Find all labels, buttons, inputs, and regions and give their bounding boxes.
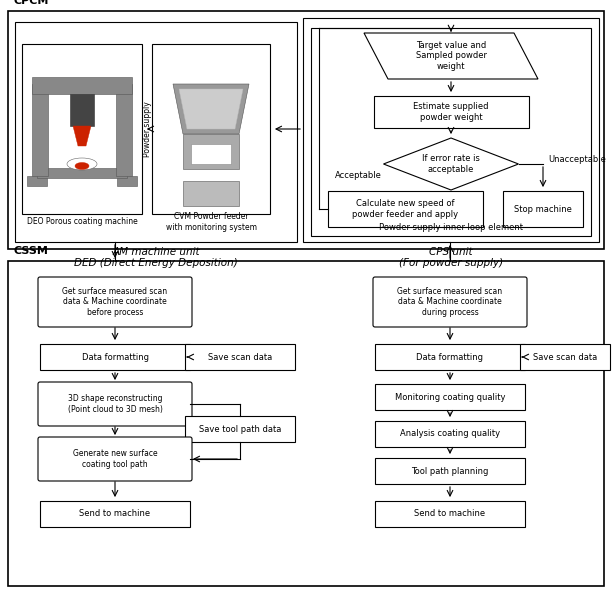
FancyBboxPatch shape	[22, 44, 142, 214]
Text: Calculate new speed of
powder feeder and apply: Calculate new speed of powder feeder and…	[352, 199, 458, 219]
Text: Save scan data: Save scan data	[533, 353, 597, 362]
Text: Generate new surface
coating tool path: Generate new surface coating tool path	[73, 449, 157, 469]
FancyBboxPatch shape	[15, 22, 297, 242]
Polygon shape	[32, 84, 48, 176]
Text: Get surface measured scan
data & Machine coordinate
before process: Get surface measured scan data & Machine…	[62, 287, 168, 317]
Text: 3D shape reconstructing
(Point cloud to 3D mesh): 3D shape reconstructing (Point cloud to …	[67, 394, 162, 414]
FancyBboxPatch shape	[311, 28, 591, 236]
Text: Tool path planning: Tool path planning	[411, 466, 489, 475]
FancyBboxPatch shape	[185, 416, 295, 442]
Text: CPS unit: CPS unit	[429, 247, 473, 257]
Text: Stop machine: Stop machine	[514, 205, 572, 213]
Polygon shape	[384, 138, 518, 190]
Text: (For powder supply): (For powder supply)	[399, 258, 503, 268]
Text: Analysis coating quality: Analysis coating quality	[400, 429, 500, 439]
FancyBboxPatch shape	[38, 382, 192, 426]
Ellipse shape	[67, 158, 97, 170]
Text: Powder supply inner-loop element: Powder supply inner-loop element	[379, 223, 523, 233]
Text: CVM Powder feeder
with monitoring system: CVM Powder feeder with monitoring system	[165, 212, 256, 232]
Polygon shape	[37, 168, 127, 178]
FancyBboxPatch shape	[38, 277, 192, 327]
Polygon shape	[364, 33, 538, 79]
Polygon shape	[27, 176, 47, 186]
Text: Save scan data: Save scan data	[208, 353, 272, 362]
FancyBboxPatch shape	[375, 458, 525, 484]
Polygon shape	[73, 126, 91, 146]
Polygon shape	[183, 134, 239, 169]
Text: Unacceptable: Unacceptable	[548, 155, 606, 164]
FancyBboxPatch shape	[152, 44, 270, 214]
FancyBboxPatch shape	[520, 344, 610, 370]
Ellipse shape	[75, 162, 89, 170]
FancyBboxPatch shape	[375, 421, 525, 447]
Text: Data formatting: Data formatting	[417, 353, 483, 362]
FancyBboxPatch shape	[40, 501, 190, 527]
Text: If error rate is
acceptable: If error rate is acceptable	[422, 154, 480, 174]
FancyBboxPatch shape	[373, 96, 529, 128]
Text: Monitoring coating quality: Monitoring coating quality	[395, 393, 506, 402]
FancyBboxPatch shape	[375, 344, 525, 370]
Text: Powder supply: Powder supply	[143, 101, 152, 157]
Text: Target value and
Sampled powder
weight: Target value and Sampled powder weight	[416, 41, 487, 71]
Text: CSSM: CSSM	[13, 246, 48, 256]
FancyBboxPatch shape	[375, 501, 525, 527]
Text: Get surface measured scan
data & Machine coordinate
during process: Get surface measured scan data & Machine…	[397, 287, 502, 317]
FancyBboxPatch shape	[375, 384, 525, 410]
FancyBboxPatch shape	[503, 191, 583, 227]
Polygon shape	[116, 84, 132, 176]
FancyBboxPatch shape	[8, 11, 604, 249]
Polygon shape	[183, 181, 239, 206]
FancyBboxPatch shape	[40, 344, 190, 370]
Text: AM machine unit: AM machine unit	[112, 247, 200, 257]
Polygon shape	[117, 176, 137, 186]
Polygon shape	[173, 84, 249, 134]
Text: Acceptable: Acceptable	[335, 172, 381, 181]
FancyBboxPatch shape	[373, 277, 527, 327]
Text: Estimate supplied
powder weight: Estimate supplied powder weight	[413, 102, 489, 121]
Text: Send to machine: Send to machine	[414, 510, 485, 518]
Text: DED (Direct Energy Deposition): DED (Direct Energy Deposition)	[74, 258, 238, 268]
Polygon shape	[70, 94, 94, 126]
FancyBboxPatch shape	[185, 344, 295, 370]
Text: Data formatting: Data formatting	[81, 353, 149, 362]
Text: Send to machine: Send to machine	[80, 510, 151, 518]
Text: Save tool path data: Save tool path data	[199, 425, 281, 434]
Polygon shape	[179, 89, 243, 129]
Text: DEO Porous coating machine: DEO Porous coating machine	[27, 217, 137, 226]
FancyBboxPatch shape	[303, 18, 599, 242]
FancyBboxPatch shape	[8, 261, 604, 586]
FancyBboxPatch shape	[38, 437, 192, 481]
Polygon shape	[32, 77, 132, 94]
FancyBboxPatch shape	[327, 191, 482, 227]
Text: CPCM: CPCM	[13, 0, 48, 6]
Polygon shape	[191, 144, 231, 164]
